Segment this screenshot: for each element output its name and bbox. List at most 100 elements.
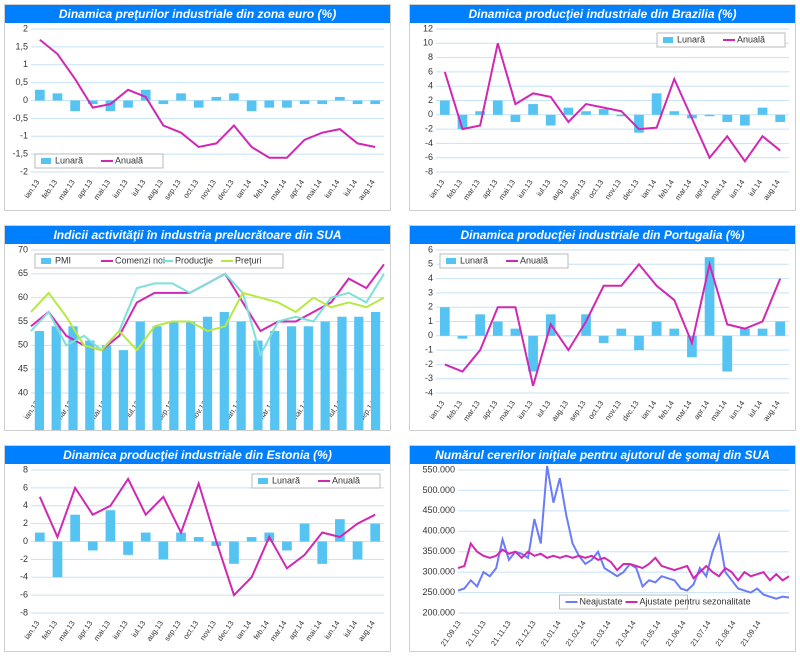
- svg-text:ian.13: ian.13: [427, 178, 446, 200]
- svg-text:21.02.14: 21.02.14: [564, 619, 588, 648]
- svg-text:mai.14: mai.14: [304, 178, 324, 202]
- svg-text:iun.13: iun.13: [516, 399, 535, 421]
- svg-text:-1: -1: [20, 131, 28, 141]
- svg-text:0: 0: [23, 95, 28, 105]
- svg-text:iun.14: iun.14: [727, 178, 746, 200]
- svg-text:40: 40: [18, 387, 28, 397]
- title-brazil-prod: Dinamica producţiei industriale din Braz…: [410, 5, 795, 23]
- svg-text:-0,5: -0,5: [12, 113, 28, 123]
- svg-text:8: 8: [23, 465, 28, 475]
- svg-text:iun.14: iun.14: [322, 178, 341, 200]
- title-usa-claims: Numărul cererilor iniţiale pentru ajutor…: [410, 446, 795, 464]
- svg-text:550.000: 550.000: [422, 465, 455, 475]
- svg-text:mar.14: mar.14: [673, 178, 694, 202]
- svg-text:nov.13: nov.13: [198, 178, 218, 201]
- svg-text:21.10.13: 21.10.13: [464, 619, 488, 648]
- panel-usa-claims: Numărul cererilor iniţiale pentru ajutor…: [409, 445, 796, 652]
- svg-text:0: 0: [428, 330, 433, 340]
- svg-text:ian.13: ian.13: [22, 619, 41, 641]
- svg-text:aug.13: aug.13: [549, 399, 570, 423]
- svg-text:Producţie: Producţie: [175, 255, 213, 265]
- svg-text:ian.13: ian.13: [427, 399, 446, 421]
- plot-brazil-prod: -8-6-4-2024681012ian.13feb.13mar.13apr.1…: [410, 23, 795, 210]
- svg-text:21.03.14: 21.03.14: [589, 619, 613, 648]
- svg-text:70: 70: [18, 244, 28, 254]
- svg-text:0: 0: [428, 109, 433, 119]
- svg-text:aug.14: aug.14: [761, 178, 782, 202]
- svg-text:-2: -2: [20, 166, 28, 176]
- svg-text:-1: -1: [425, 344, 433, 354]
- svg-text:-2: -2: [20, 554, 28, 564]
- svg-text:iun.13: iun.13: [111, 178, 130, 200]
- plot-euro-prices: -2-1,5-1-0,500,511,52ian.13feb.13mar.13a…: [5, 23, 390, 210]
- svg-text:6: 6: [23, 483, 28, 493]
- plot-usa-claims: 200.000250.000300.000350.000400.000450.0…: [410, 464, 795, 651]
- panel-portugal-prod: Dinamica producţiei industriale din Port…: [409, 225, 796, 432]
- svg-text:-4: -4: [425, 387, 433, 397]
- svg-text:mai.13: mai.13: [497, 399, 517, 423]
- svg-text:21.04.14: 21.04.14: [614, 619, 638, 648]
- svg-text:-6: -6: [425, 152, 433, 162]
- svg-text:ian.14: ian.14: [639, 178, 658, 200]
- svg-text:mar.13: mar.13: [56, 619, 77, 643]
- svg-text:iun.14: iun.14: [727, 399, 746, 421]
- svg-text:aug.13: aug.13: [144, 178, 165, 202]
- svg-text:450.000: 450.000: [422, 506, 455, 516]
- title-euro-prices: Dinamica preţurilor industriale din zona…: [5, 5, 390, 23]
- svg-text:1,5: 1,5: [15, 41, 28, 51]
- svg-text:aug.13: aug.13: [144, 619, 165, 643]
- svg-text:-1,5: -1,5: [12, 149, 28, 159]
- svg-text:dec.13: dec.13: [215, 619, 235, 643]
- svg-text:2: 2: [428, 95, 433, 105]
- svg-text:21.09.13: 21.09.13: [439, 619, 463, 648]
- svg-text:Anuală: Anuală: [115, 155, 143, 165]
- svg-text:21.12.13: 21.12.13: [514, 619, 538, 648]
- svg-text:21.09.14: 21.09.14: [738, 619, 762, 648]
- svg-text:2: 2: [23, 23, 28, 33]
- svg-text:-8: -8: [20, 608, 28, 618]
- svg-text:21.07.14: 21.07.14: [688, 619, 712, 648]
- plot-portugal-prod: -4-3-2-10123456ian.13feb.13mar.13apr.13m…: [410, 244, 795, 431]
- svg-text:1: 1: [23, 59, 28, 69]
- svg-text:mai.13: mai.13: [92, 619, 112, 643]
- svg-text:21.06.14: 21.06.14: [663, 619, 687, 648]
- svg-text:4: 4: [428, 81, 433, 91]
- svg-text:ian.14: ian.14: [639, 399, 658, 421]
- svg-text:Lunară: Lunară: [460, 255, 488, 265]
- svg-text:mar.13: mar.13: [461, 178, 482, 202]
- svg-text:8: 8: [428, 52, 433, 62]
- svg-text:ian.14: ian.14: [234, 619, 253, 641]
- svg-text:250.000: 250.000: [422, 587, 455, 597]
- svg-text:aug.13: aug.13: [549, 178, 570, 202]
- svg-text:dec.13: dec.13: [620, 178, 640, 202]
- svg-text:4: 4: [428, 273, 433, 283]
- svg-text:21.11.13: 21.11.13: [489, 619, 513, 648]
- svg-text:1: 1: [428, 316, 433, 326]
- svg-text:-2: -2: [425, 123, 433, 133]
- svg-text:300.000: 300.000: [422, 567, 455, 577]
- svg-text:6: 6: [428, 66, 433, 76]
- svg-text:mar.13: mar.13: [56, 178, 77, 202]
- svg-text:aug.14: aug.14: [356, 178, 377, 202]
- svg-text:500.000: 500.000: [422, 485, 455, 495]
- svg-text:PMI: PMI: [55, 255, 71, 265]
- svg-text:Anuală: Anuală: [737, 34, 765, 44]
- svg-text:ian.14: ian.14: [234, 178, 253, 200]
- svg-text:nov.13: nov.13: [198, 619, 218, 642]
- svg-text:dec.13: dec.13: [215, 178, 235, 202]
- svg-text:sep.13: sep.13: [567, 399, 587, 423]
- plot-estonia-prod: -8-6-4-202468ian.13feb.13mar.13apr.13mai…: [5, 464, 390, 651]
- svg-text:200.000: 200.000: [422, 608, 455, 618]
- svg-text:aug.14: aug.14: [761, 399, 782, 423]
- svg-text:12: 12: [423, 23, 433, 33]
- panel-estonia-prod: Dinamica producţiei industriale din Esto…: [4, 445, 391, 652]
- svg-text:mai.14: mai.14: [304, 619, 324, 643]
- svg-text:Ajustate pentru sezonalitate: Ajustate pentru sezonalitate: [640, 597, 751, 607]
- svg-text:mai.13: mai.13: [497, 178, 517, 202]
- svg-text:10: 10: [423, 38, 433, 48]
- svg-text:mar.14: mar.14: [673, 399, 694, 423]
- svg-text:60: 60: [18, 292, 28, 302]
- svg-text:-4: -4: [20, 572, 28, 582]
- title-estonia-prod: Dinamica producţiei industriale din Esto…: [5, 446, 390, 464]
- svg-text:Comenzi noi: Comenzi noi: [115, 255, 165, 265]
